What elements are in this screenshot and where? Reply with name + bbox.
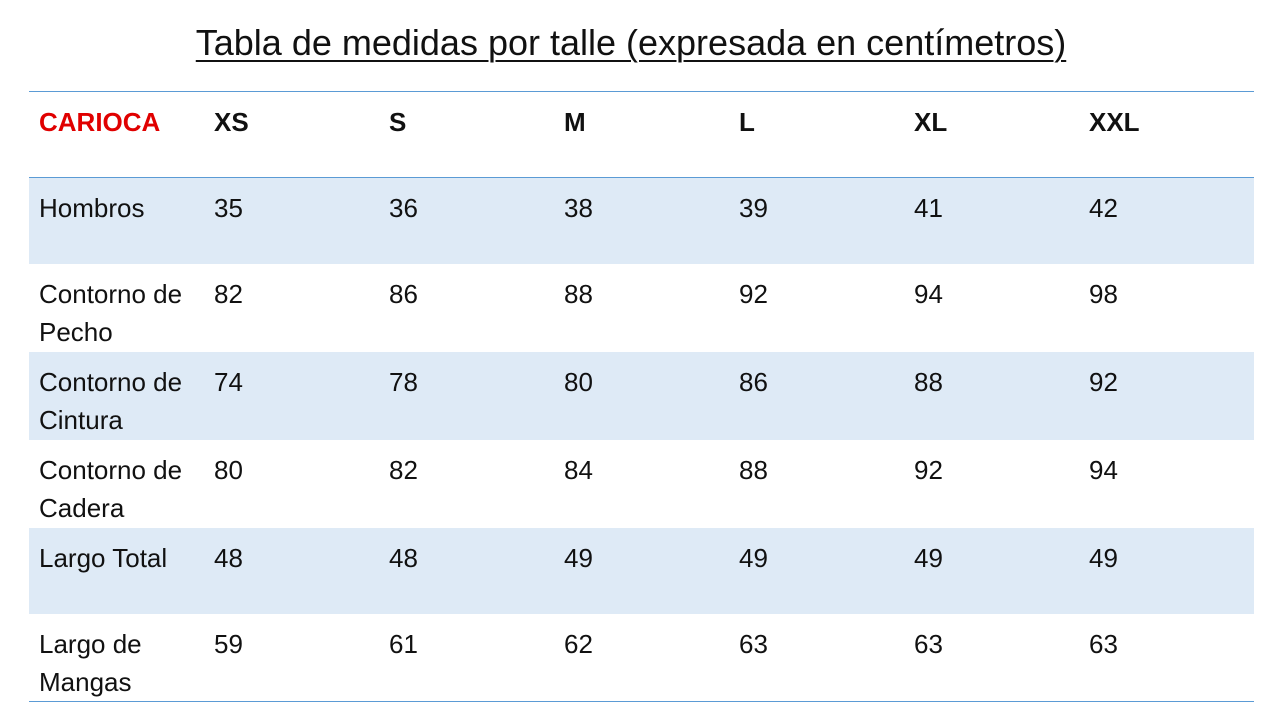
table-cell: 74 <box>204 351 379 440</box>
size-header: XXL <box>1079 91 1254 178</box>
table-cell: 42 <box>1079 177 1254 264</box>
size-header: XL <box>904 91 1079 178</box>
table-cell: 82 <box>204 263 379 352</box>
table-cell: 36 <box>379 177 554 264</box>
table-cell: 92 <box>729 263 904 352</box>
table-cell: 38 <box>554 177 729 264</box>
table-cell: 63 <box>729 613 904 702</box>
table-row: Contorno de Pecho 82 86 88 92 94 98 <box>29 263 1254 352</box>
table-cell: 35 <box>204 177 379 264</box>
table-cell: 94 <box>904 263 1079 352</box>
table-cell: 63 <box>1079 613 1254 702</box>
table-row: Largo de Mangas 59 61 62 63 63 63 <box>29 613 1254 702</box>
table-row: Hombros 35 36 38 39 41 42 <box>29 177 1254 264</box>
table-cell: 92 <box>1079 351 1254 440</box>
page-title: Tabla de medidas por talle (expresada en… <box>195 22 1067 63</box>
table-cell: 86 <box>379 263 554 352</box>
table-row: Largo Total 48 48 49 49 49 49 <box>29 527 1254 614</box>
table-cell: 61 <box>379 613 554 702</box>
row-label: Hombros <box>29 177 204 264</box>
table-cell: 39 <box>729 177 904 264</box>
table-cell: 94 <box>1079 439 1254 528</box>
table-cell: 80 <box>204 439 379 528</box>
table-cell: 63 <box>904 613 1079 702</box>
table-cell: 98 <box>1079 263 1254 352</box>
size-header: S <box>379 91 554 178</box>
table-cell: 84 <box>554 439 729 528</box>
row-label: Contorno de Cadera <box>29 439 204 528</box>
table-cell: 49 <box>1079 527 1254 614</box>
table-row: Contorno de Cadera 80 82 84 88 92 94 <box>29 439 1254 528</box>
table-cell: 88 <box>729 439 904 528</box>
size-header: XS <box>204 91 379 178</box>
row-label: Largo Total <box>29 527 204 614</box>
table-cell: 62 <box>554 613 729 702</box>
row-label: Largo de Mangas <box>29 613 204 702</box>
row-label: Contorno de Cintura <box>29 351 204 440</box>
table-cell: 80 <box>554 351 729 440</box>
table-cell: 92 <box>904 439 1079 528</box>
table-row: Contorno de Cintura 74 78 80 86 88 92 <box>29 351 1254 440</box>
table-cell: 82 <box>379 439 554 528</box>
header-row: CARIOCA XS S M L XL XXL <box>29 91 1254 178</box>
size-table: CARIOCA XS S M L XL XXL Hombros 35 36 38… <box>29 91 1254 702</box>
table-cell: 49 <box>554 527 729 614</box>
table-cell: 41 <box>904 177 1079 264</box>
row-label: Contorno de Pecho <box>29 263 204 352</box>
table-cell: 86 <box>729 351 904 440</box>
table-cell: 78 <box>379 351 554 440</box>
table-cell: 59 <box>204 613 379 702</box>
table-cell: 49 <box>904 527 1079 614</box>
table-cell: 88 <box>554 263 729 352</box>
table-cell: 48 <box>379 527 554 614</box>
size-header: L <box>729 91 904 178</box>
table-cell: 48 <box>204 527 379 614</box>
brand-header: CARIOCA <box>29 91 204 178</box>
table-cell: 88 <box>904 351 1079 440</box>
size-header: M <box>554 91 729 178</box>
table-cell: 49 <box>729 527 904 614</box>
